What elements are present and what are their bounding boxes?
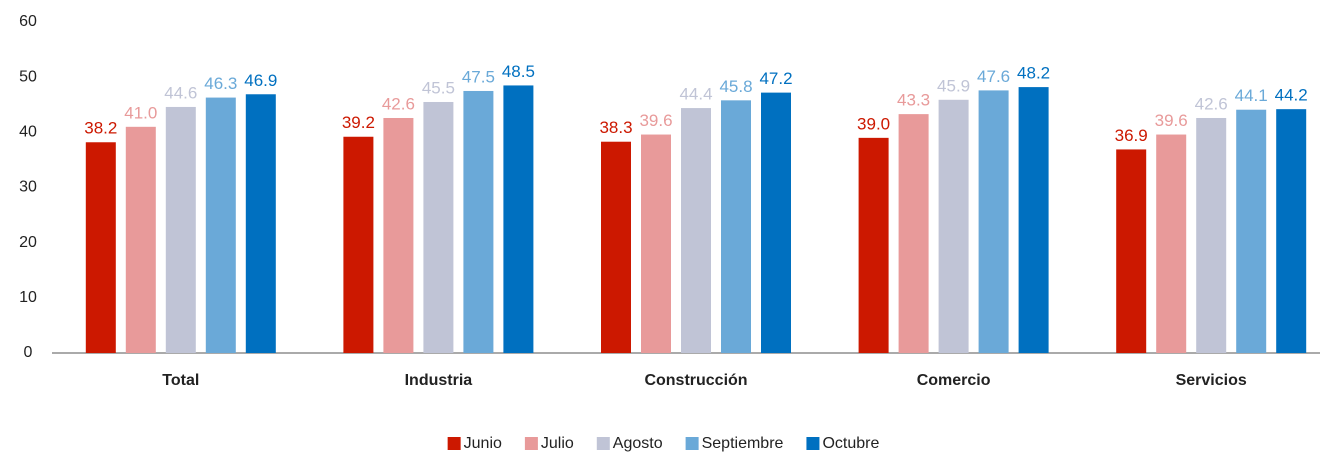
bar [1018, 87, 1049, 353]
bar [1236, 109, 1267, 353]
value-label: 36.9 [1115, 126, 1148, 145]
bar [125, 126, 156, 353]
x-tick-label: Industria [405, 372, 473, 389]
value-label: 42.6 [382, 94, 415, 113]
value-label: 48.2 [1017, 64, 1050, 83]
x-tick-label: Construcción [644, 372, 747, 389]
value-label: 38.3 [599, 118, 632, 137]
y-tick-label: 20 [19, 234, 37, 251]
legend-label: Octubre [822, 435, 879, 452]
value-label: 47.2 [759, 69, 792, 88]
legend-swatch [806, 437, 820, 450]
bar [858, 137, 889, 353]
value-label: 48.5 [502, 62, 535, 81]
bar [1196, 117, 1227, 354]
legend-label: Agosto [613, 435, 663, 452]
value-label: 45.8 [719, 77, 752, 96]
legend-swatch [685, 437, 699, 450]
value-label: 46.9 [244, 71, 277, 90]
bar [383, 117, 414, 354]
value-label: 39.0 [857, 114, 890, 133]
bar [423, 101, 454, 353]
bar [978, 90, 1009, 353]
bar [165, 106, 196, 353]
legend-label: Julio [541, 435, 574, 452]
bar [205, 97, 236, 353]
bar [463, 90, 494, 353]
y-tick-label: 40 [19, 124, 37, 141]
bar [641, 134, 671, 353]
value-label: 38.2 [84, 119, 117, 138]
value-label: 44.2 [1275, 86, 1308, 105]
y-tick-label: 30 [19, 179, 37, 196]
bar [1116, 149, 1147, 353]
bar [1156, 134, 1187, 353]
bar [1276, 109, 1307, 353]
value-label: 43.3 [897, 91, 930, 110]
bar [245, 94, 276, 353]
y-tick-label: 60 [19, 13, 37, 30]
value-label: 47.6 [977, 67, 1010, 86]
bar [343, 136, 374, 353]
value-label: 39.6 [639, 111, 672, 130]
y-tick-label: 50 [19, 68, 37, 85]
bar [601, 141, 631, 353]
bar [761, 92, 791, 353]
value-label: 47.5 [462, 67, 495, 86]
x-tick-label: Servicios [1176, 372, 1247, 389]
bar [85, 142, 116, 353]
x-tick-label: Comercio [917, 372, 991, 389]
value-label: 39.2 [342, 113, 375, 132]
bar [503, 85, 534, 354]
bar [938, 99, 969, 353]
bar [721, 100, 751, 353]
value-label: 44.6 [164, 83, 197, 102]
y-tick-label: 10 [19, 289, 37, 306]
x-tick-label: Total [162, 372, 199, 389]
bar [681, 108, 711, 353]
value-label: 46.3 [204, 74, 237, 93]
value-label: 45.9 [937, 76, 970, 95]
value-label: 44.1 [1235, 86, 1268, 105]
legend-label: Septiembre [702, 435, 784, 452]
value-label: 39.6 [1155, 111, 1188, 130]
legend-label: Junio [464, 435, 502, 452]
legend-swatch [596, 437, 610, 450]
legend-swatch [524, 437, 538, 450]
legend-swatch [447, 437, 461, 450]
value-label: 41.0 [124, 103, 157, 122]
value-label: 45.5 [422, 78, 455, 97]
value-label: 42.6 [1195, 94, 1228, 113]
y-tick-label: 0 [24, 344, 33, 361]
value-label: 44.4 [679, 85, 712, 104]
bar [898, 114, 929, 354]
